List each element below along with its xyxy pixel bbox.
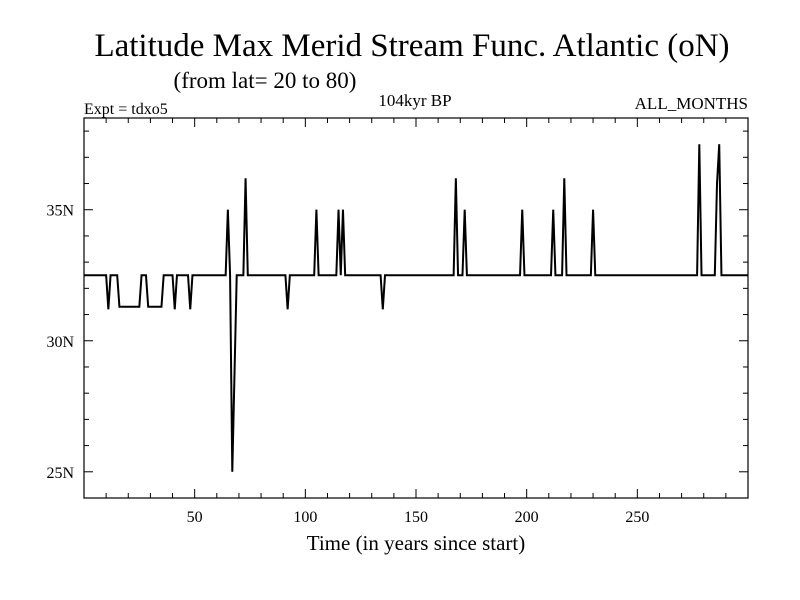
x-axis-label: Time (in years since start) <box>307 531 526 555</box>
axis-ticks <box>84 118 748 499</box>
period-label: 104kyr BP <box>378 91 451 110</box>
y-tick-label: 35N <box>46 203 74 220</box>
series-line <box>84 144 748 472</box>
y-tick-label: 30N <box>46 334 74 351</box>
x-tick-label: 100 <box>293 509 317 526</box>
experiment-label: Expt = tdxo5 <box>84 101 168 118</box>
chart-title: Latitude Max Merid Stream Func. Atlantic… <box>94 28 729 64</box>
x-tick-label: 150 <box>404 509 428 526</box>
chart-subtitle: (from lat= 20 to 80) <box>174 68 357 93</box>
axis-tick-labels: 50 100 150 200 250 25N 30N 35N <box>46 203 649 526</box>
months-label: ALL_MONTHS <box>635 94 748 113</box>
y-tick-label: 25N <box>46 465 74 482</box>
x-tick-label: 250 <box>625 509 649 526</box>
x-tick-label: 50 <box>187 509 203 526</box>
plot-frame <box>83 117 749 499</box>
x-tick-label: 200 <box>515 509 539 526</box>
